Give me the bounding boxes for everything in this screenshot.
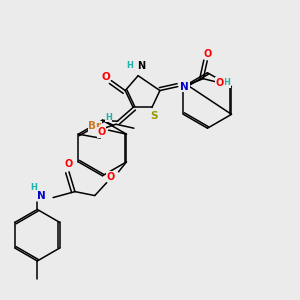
- Text: O: O: [216, 78, 224, 88]
- Text: O: O: [65, 159, 73, 169]
- Text: O: O: [101, 72, 110, 82]
- Text: Br: Br: [88, 121, 101, 131]
- Text: S: S: [150, 111, 158, 121]
- Text: N: N: [137, 61, 145, 71]
- Text: N: N: [37, 190, 46, 201]
- Text: N: N: [180, 82, 189, 92]
- Text: H: H: [224, 78, 230, 87]
- Text: H: H: [127, 61, 134, 70]
- Text: H: H: [30, 183, 37, 192]
- Text: O: O: [203, 49, 211, 59]
- Text: H: H: [105, 113, 112, 122]
- Text: O: O: [97, 127, 105, 137]
- Text: O: O: [106, 172, 115, 182]
